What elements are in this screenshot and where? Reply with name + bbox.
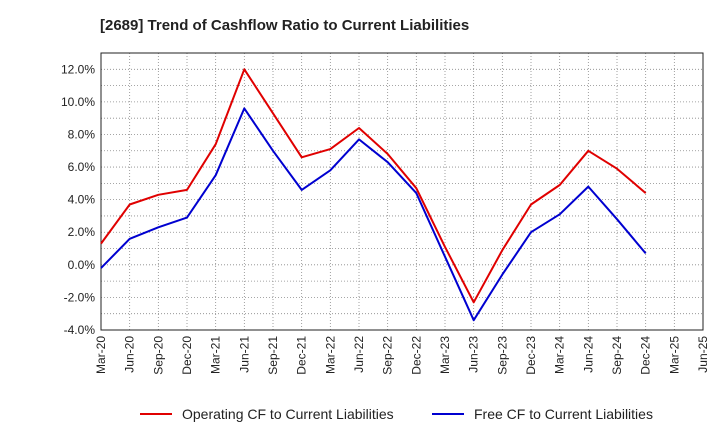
x-tick-label: Sep-23 [495,336,509,375]
x-tick-label: Dec-24 [639,336,653,375]
x-tick-label: Dec-21 [295,336,309,375]
x-tick-label: Sep-22 [381,336,395,375]
x-tick-label: Mar-22 [323,336,337,374]
chart-title: [2689] Trend of Cashflow Ratio to Curren… [100,17,469,34]
legend: Operating CF to Current Liabilities Free … [140,406,653,422]
x-tick-label: Sep-24 [610,336,624,375]
x-tick-label: Jun-20 [123,336,137,373]
x-tick-label: Dec-23 [524,336,538,375]
legend-label-2: Free CF to Current Liabilities [474,406,653,422]
x-tick-label: Jun-24 [581,336,595,373]
y-tick-label: 2.0% [68,225,96,239]
x-tick-label: Jun-25 [696,336,710,373]
plot-frame [100,52,704,331]
legend-label-1: Operating CF to Current Liabilities [182,406,394,422]
plot-background [101,53,703,330]
x-tick-label: Mar-20 [94,336,108,374]
x-tick-label: Mar-23 [438,336,452,374]
x-tick-label: Dec-22 [409,336,423,375]
y-tick-label: 4.0% [68,193,96,207]
series-line-2 [100,107,647,322]
y-tick-label: 12.0% [61,62,95,76]
y-tick-label: 10.0% [61,95,95,109]
x-tick-label: Dec-20 [180,336,194,375]
y-tick-label: -2.0% [64,290,96,304]
plot-area: Mar-20 Jun-20 Sep-20 Dec-20 Mar-21 Jun-21 Sep-… [61,52,710,375]
x-tick-label: Mar-21 [209,336,223,374]
x-tick-label: Mar-25 [667,336,681,374]
x-tick-label: Sep-21 [266,336,280,375]
y-tick-label: 8.0% [68,127,96,141]
x-tick-label: Jun-22 [352,336,366,373]
x-tick-label: Jun-21 [237,336,251,373]
y-tick-label: 6.0% [68,160,96,174]
series-line-1 [100,68,647,304]
y-tick-label: 0.0% [68,258,96,272]
x-tick-label: Jun-23 [467,336,481,373]
x-tick-label: Mar-24 [553,336,567,374]
y-tick-label: -4.0% [64,323,96,337]
x-tick-label: Sep-20 [151,336,165,375]
